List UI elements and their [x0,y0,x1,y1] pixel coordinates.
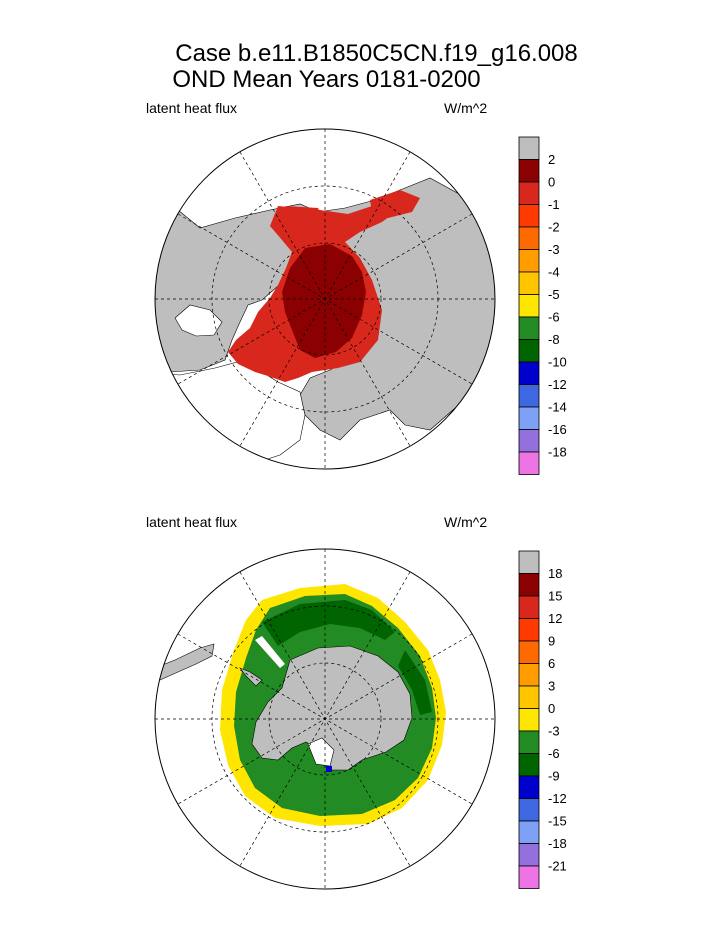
colorbar-swatch [518,406,540,430]
colorbar-tick-label: -6 [548,310,560,325]
north-units-label: W/m^2 [444,100,488,116]
colorbar-swatch [518,730,540,754]
colorbar-tick-label: -16 [548,422,567,437]
colorbar-swatch [518,663,540,687]
colorbar-swatch [518,136,540,160]
colorbar-swatch [518,429,540,453]
colorbar-swatch [518,708,540,732]
south-america-tip [155,643,215,681]
colorbar-tick-label: -15 [548,814,567,829]
colorbar-tick-label: -12 [548,791,567,806]
colorbar-tick-label: -18 [548,836,567,851]
siberian-ice-patch [370,190,420,218]
south-graticule [155,549,495,889]
arctic-central-ice [282,244,366,358]
colorbar-swatch [518,226,540,250]
southern-ice-dark-green [262,600,395,646]
colorbar-swatch [518,316,540,340]
colorbar-tick-label: -18 [548,445,567,460]
colorbar-tick-label: 15 [548,589,562,604]
colorbar-tick-label: -1 [548,197,560,212]
figure-title-line1: Case b.e11.B1850C5CN.f19_g16.008 [175,40,578,67]
colorbar-swatch [518,865,540,889]
southern-blue-patch [326,766,332,772]
south-variable-label: latent heat flux [146,514,238,530]
colorbar-tick-label: 0 [548,701,555,716]
colorbar-swatch [518,618,540,642]
colorbar-tick-label: -2 [548,220,560,235]
south-polar-map [154,548,496,890]
north-graticule [155,129,495,469]
colorbar-tick-label: -6 [548,746,560,761]
colorbar-swatch [518,753,540,777]
colorbar-swatch [518,451,540,475]
colorbar-tick-label: -14 [548,400,567,415]
colorbar-tick-label: 12 [548,611,562,626]
colorbar-swatch [518,685,540,709]
colorbar-tick-label: 9 [548,634,555,649]
north-land [155,177,495,441]
north-map-border [154,128,496,470]
colorbar-swatch [518,595,540,619]
colorbar-swatch [518,339,540,363]
colorbar-swatch [518,181,540,205]
colorbar-swatch [518,798,540,822]
colorbar-tick-label: -3 [548,724,560,739]
colorbar-swatch [518,204,540,228]
bering-ice-patch [284,206,322,222]
colorbar-swatch [518,384,540,408]
ross-ice-shelf [307,737,335,767]
colorbar-swatch [518,159,540,183]
colorbar-tick-label: -8 [548,332,560,347]
colorbar-swatch [518,843,540,867]
southern-ice-dark-green-2 [398,650,432,715]
hudson-bay [174,304,223,337]
colorbar-swatch [518,573,540,597]
colorbar-swatch [518,249,540,273]
colorbar-swatch [518,640,540,664]
south-colorbar: 18 15 12 9 6 3 0 -3 -6 -9 -12 -15 -18 -21 [518,550,567,889]
south-units-label: W/m^2 [444,514,488,530]
colorbar-tick-label: 18 [548,566,562,581]
colorbar-tick-label: -5 [548,287,560,302]
colorbar-swatch [518,294,540,318]
colorbar-tick-label: -21 [548,859,567,874]
north-variable-label: latent heat flux [146,100,238,116]
colorbar-tick-label: 0 [548,175,555,190]
colorbar-swatch [518,775,540,799]
colorbar-swatch [518,271,540,295]
colorbar-tick-label: -3 [548,242,560,257]
north-polar-map [154,128,496,470]
colorbar-tick-label: 3 [548,679,555,694]
south-map-border [154,548,496,890]
antarctic-peninsula [239,667,263,687]
north-colorbar: 2 0 -1 -2 -3 -4 -5 -6 -8 -10 -12 -14 -16 -18 [518,136,567,475]
colorbar-tick-label: -4 [548,265,560,280]
colorbar-swatch [518,820,540,844]
colorbar-swatch [518,550,540,574]
colorbar-tick-label: -12 [548,377,567,392]
colorbar-tick-label: -10 [548,355,567,370]
colorbar-tick-label: 2 [548,152,555,167]
colorbar-swatch [518,361,540,385]
colorbar-tick-label: 6 [548,656,555,671]
southern-data-gap [255,636,285,668]
colorbar-tick-label: -9 [548,769,560,784]
figure-title-line2: OND Mean Years 0181-0200 [172,66,481,93]
